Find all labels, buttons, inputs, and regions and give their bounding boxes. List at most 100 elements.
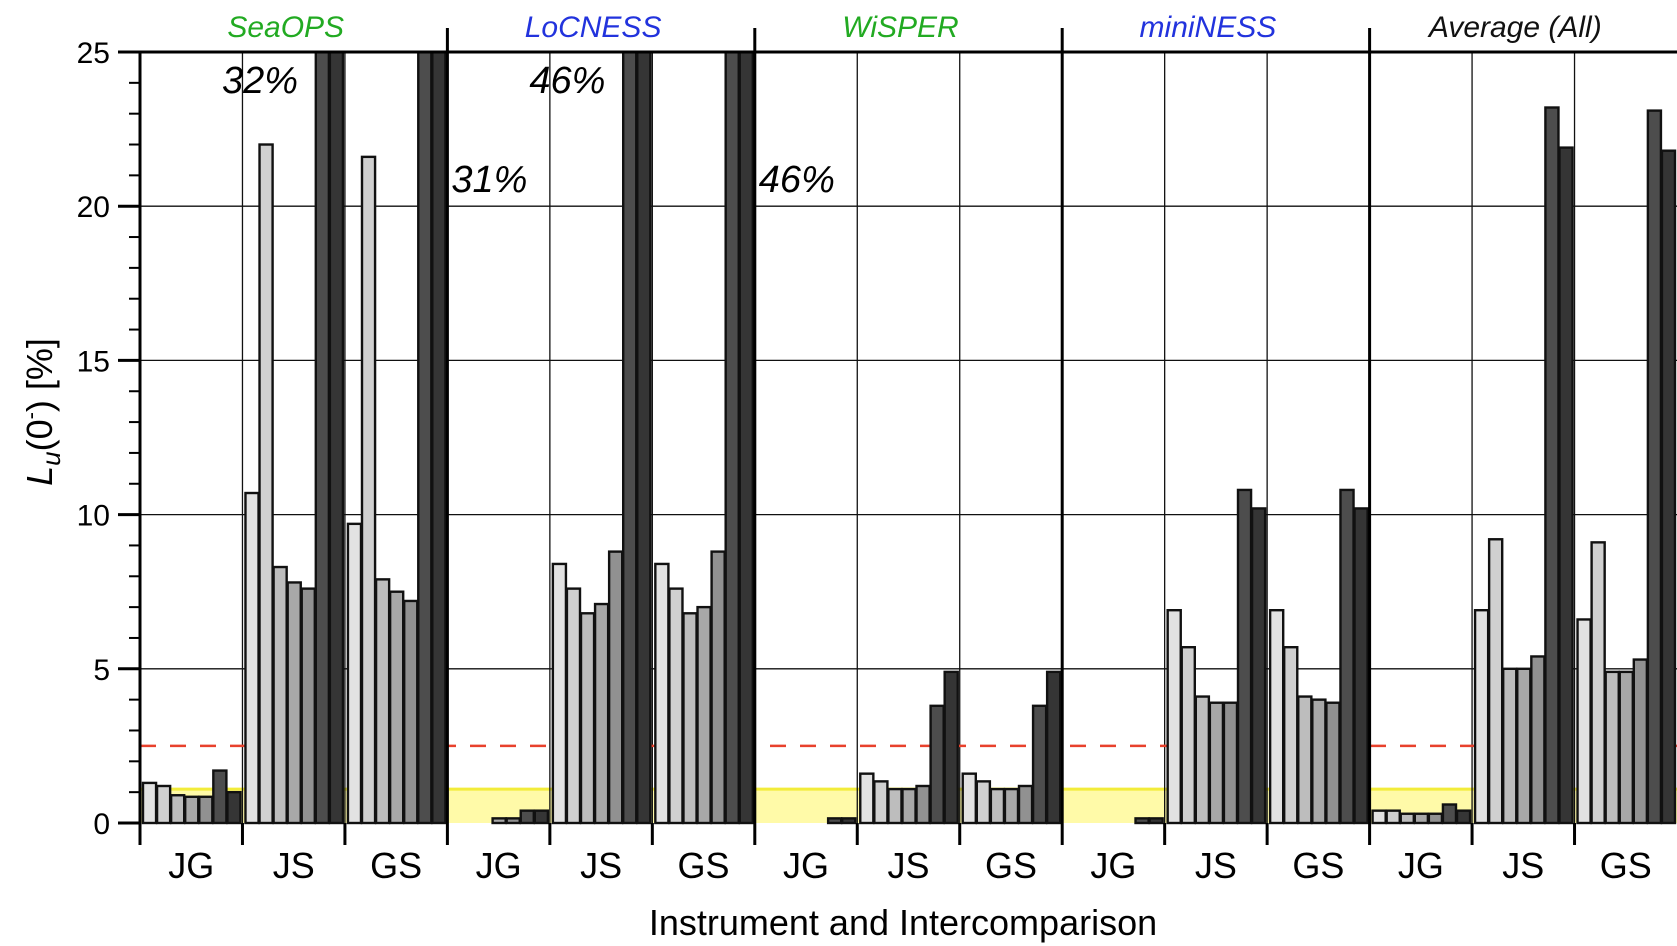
group-label: JS — [1502, 845, 1544, 886]
bar — [1208, 701, 1225, 825]
bar — [491, 817, 507, 825]
bar — [593, 602, 610, 825]
bar — [417, 50, 433, 825]
group-label: JS — [273, 845, 315, 886]
bar — [1297, 695, 1313, 825]
panel-separators — [445, 28, 1372, 823]
panel-title: miniNESS — [1140, 11, 1277, 44]
group-label: GS — [370, 845, 422, 886]
group-label: JS — [1195, 845, 1237, 886]
labels: 0 5 10 15 20 25 JG JS GS JG JS GS JG JS GS JG JS GS JG JS GS… — [77, 11, 1652, 886]
group-label: JG — [1398, 845, 1444, 886]
bar — [1632, 658, 1649, 825]
panel-title: SeaOPS — [227, 11, 344, 44]
group-label: JS — [887, 845, 929, 886]
panel-title: WiSPER — [842, 11, 958, 44]
y-tick-label: 25 — [77, 37, 110, 70]
y-tick-label: 10 — [77, 500, 110, 533]
bar — [607, 550, 624, 825]
overflow-annotation: 46% — [529, 60, 605, 102]
bar — [989, 787, 1006, 825]
bar — [682, 612, 698, 825]
y-tick-label: 15 — [77, 345, 110, 378]
bar — [272, 565, 288, 825]
bars — [141, 50, 1677, 825]
x-axis-title: Instrument and Intercomparison — [649, 902, 1157, 943]
bar — [431, 50, 447, 825]
bar — [1501, 667, 1518, 825]
bar — [183, 795, 200, 825]
bar — [565, 587, 582, 825]
group-label: GS — [985, 845, 1037, 886]
bar — [1427, 812, 1444, 825]
bar — [1455, 809, 1472, 825]
bar — [314, 50, 331, 825]
bar — [1148, 817, 1164, 825]
bar — [374, 578, 391, 825]
bar — [1441, 803, 1458, 825]
bar — [1339, 488, 1355, 825]
group-label: GS — [1292, 845, 1344, 886]
bar — [505, 817, 521, 825]
bar — [943, 670, 959, 825]
y-tick-label: 20 — [77, 191, 110, 224]
overflow-annotation-left: 31% — [451, 159, 527, 201]
bar — [533, 809, 550, 825]
bar — [696, 605, 712, 825]
bar — [1576, 618, 1592, 825]
bar — [961, 772, 977, 825]
bar — [859, 772, 875, 825]
bar — [1473, 609, 1490, 825]
y-axis-superscript: - — [18, 412, 43, 419]
axes — [118, 50, 1677, 845]
bar — [1194, 695, 1211, 825]
bar — [198, 795, 214, 825]
bar — [1134, 817, 1150, 825]
bar — [1282, 646, 1299, 825]
bar — [901, 787, 917, 825]
bar — [300, 587, 317, 825]
bar — [1222, 701, 1239, 825]
bar — [1325, 701, 1341, 825]
bar — [155, 784, 172, 825]
bar — [1045, 670, 1062, 825]
y-tick-label: 0 — [93, 808, 110, 841]
bar — [1590, 541, 1606, 825]
group-label: JG — [1090, 845, 1136, 886]
bar — [1250, 507, 1267, 825]
bar — [258, 143, 274, 825]
bar — [826, 817, 843, 825]
bar — [328, 50, 345, 825]
bar — [141, 781, 158, 825]
bar — [724, 50, 740, 825]
bar — [1530, 655, 1546, 825]
bar — [226, 790, 242, 825]
bar — [346, 522, 363, 825]
bar — [1180, 646, 1196, 825]
bar — [668, 587, 684, 825]
bar — [1166, 609, 1182, 825]
y-axis-argument: (0 — [19, 419, 60, 451]
bar — [636, 50, 652, 825]
bar — [1017, 784, 1034, 825]
bar — [1413, 812, 1430, 825]
overflow-annotation: 32% — [222, 60, 298, 102]
bar — [1003, 787, 1020, 825]
y-axis-subscript: u — [36, 451, 66, 465]
bar — [915, 784, 931, 825]
gridlines — [140, 52, 1677, 823]
bar — [1031, 704, 1048, 825]
bar — [244, 491, 260, 825]
bar — [1236, 488, 1253, 825]
y-axis-symbol: L — [19, 466, 60, 486]
bar — [286, 581, 302, 825]
bar — [622, 50, 638, 825]
bar — [388, 590, 405, 825]
bar — [1516, 667, 1532, 825]
bar — [1353, 507, 1369, 825]
group-label: JG — [476, 845, 522, 886]
bar — [975, 780, 992, 825]
bar — [1660, 149, 1677, 825]
bar — [1618, 670, 1634, 825]
